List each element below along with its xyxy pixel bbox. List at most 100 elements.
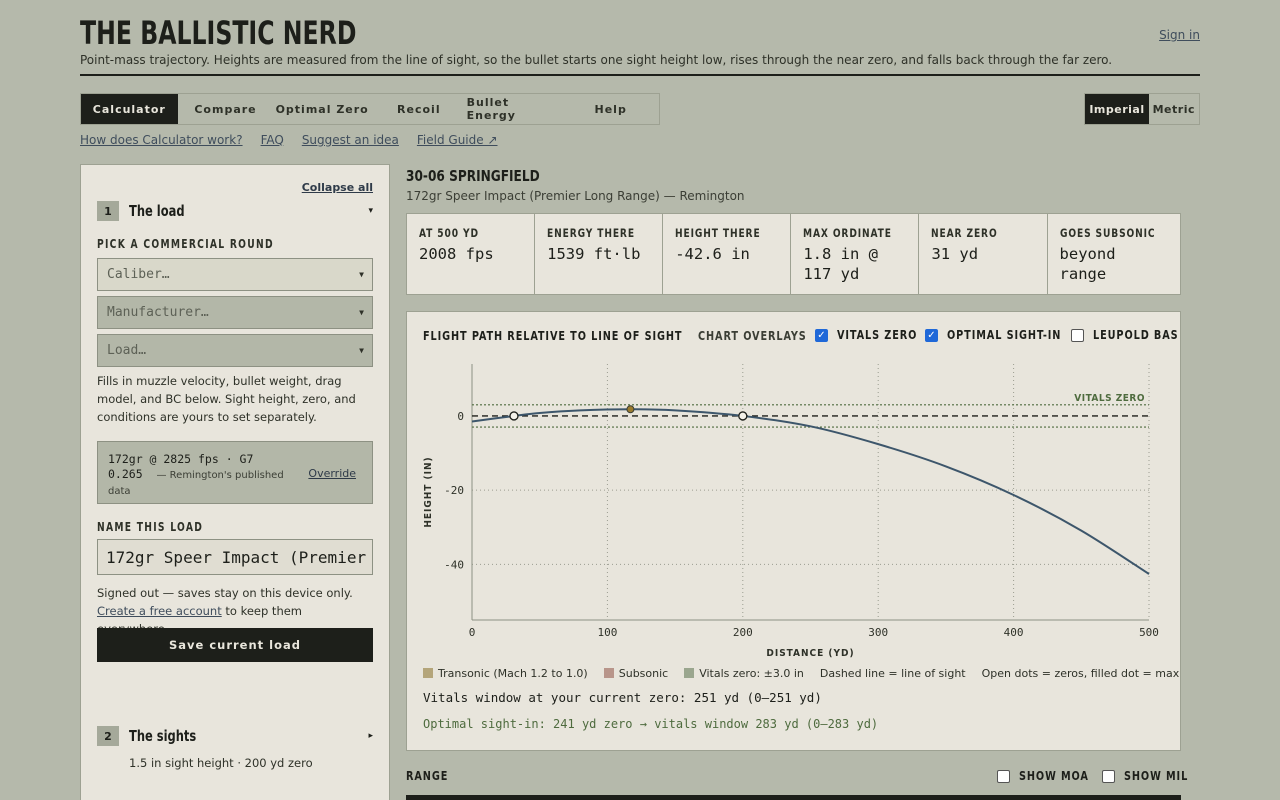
checkbox-icon[interactable] xyxy=(1071,328,1084,342)
tab-calculator[interactable]: Calculator xyxy=(81,94,178,124)
name-load-label: NAME THIS LOAD xyxy=(97,520,204,534)
load-source: — Remington's published data xyxy=(108,470,284,497)
swatch-icon xyxy=(684,668,695,678)
suggest-idea-link[interactable]: Suggest an idea xyxy=(301,133,399,147)
main-tabs: Calculator Compare Optimal Zero Recoil B… xyxy=(80,93,660,125)
checkbox-checked-icon[interactable]: ✓ xyxy=(815,328,828,342)
override-link[interactable]: Override xyxy=(308,467,356,480)
legend-transonic-text: Transonic (Mach 1.2 to 1.0) xyxy=(438,667,588,680)
stat-max-ordinate: MAX ORDINATE 1.8 in @ 117 yd xyxy=(791,214,920,294)
range-table-header xyxy=(406,795,1181,800)
tab-optimal-zero[interactable]: Optimal Zero xyxy=(275,102,369,116)
faq-link[interactable]: FAQ xyxy=(260,133,284,147)
loaded-spec-box: 172gr @ 2825 fps · G7 0.265 — Remington'… xyxy=(97,441,373,504)
load-select[interactable]: Load… ▼ xyxy=(97,334,373,367)
y-tick-label: 0 xyxy=(457,410,464,423)
cartridge-title: 30-06 SPRINGFIELD xyxy=(406,167,540,185)
section-sights-header[interactable]: 2 The sights ▸ xyxy=(97,726,373,746)
how-calculator-works-link[interactable]: How does Calculator work? xyxy=(80,133,243,147)
tab-help[interactable]: Help xyxy=(594,102,627,116)
unit-imperial[interactable]: Imperial xyxy=(1085,94,1149,124)
x-tick-label: 500 xyxy=(1139,626,1159,639)
overlay-leupold-label: LEUPOLD BAS xyxy=(1093,328,1179,342)
flight-path-card: VITALS ZERO 0 100 200 300 400 500 0 -20 -40 DISTAN… xyxy=(406,311,1181,751)
unit-toggle: Imperial Metric xyxy=(1084,93,1200,125)
stat-value: 2008 fps xyxy=(419,245,494,263)
load-panel: Collapse all 1 The load ▾ PICK A COMMERC… xyxy=(80,164,390,800)
show-mil-label: SHOW MIL xyxy=(1124,769,1189,783)
section-number: 1 xyxy=(97,201,119,221)
swatch-icon xyxy=(603,668,614,678)
legend-subsonic: Subsonic xyxy=(603,667,668,680)
chevron-down-icon: ▼ xyxy=(359,270,364,279)
create-account-link[interactable]: Create a free account xyxy=(97,604,222,618)
show-moa-label: SHOW MOA xyxy=(1019,769,1089,783)
chart-title: FLIGHT PATH RELATIVE TO LINE OF SIGHT xyxy=(423,329,683,343)
stat-value: beyond range xyxy=(1059,245,1116,283)
range-label: RANGE xyxy=(406,769,449,783)
vitals-band-label: VITALS ZERO xyxy=(1074,393,1145,404)
tab-bullet-energy[interactable]: Bullet Energy xyxy=(466,96,516,122)
x-tick-label: 300 xyxy=(868,626,888,639)
save-load-button[interactable]: Save current load xyxy=(97,628,373,662)
legend-dashed: Dashed line = line of sight xyxy=(819,667,966,680)
trajectory-chart: VITALS ZERO 0 100 200 300 400 500 0 -20 -40 DISTAN… xyxy=(423,364,1159,659)
section-title: The load xyxy=(129,202,185,220)
checkbox-icon[interactable] xyxy=(1102,769,1115,783)
swatch-icon xyxy=(423,668,433,678)
caliber-select[interactable]: Caliber… ▼ xyxy=(97,258,373,291)
signed-out-note: Signed out — saves stay on this device o… xyxy=(97,586,353,600)
stats-row: AT 500 YD 2008 fps ENERGY THERE 1539 ft·… xyxy=(406,213,1181,295)
overlay-vitals-toggle[interactable]: ✓ VITALS ZERO xyxy=(815,328,926,342)
optimal-sightin-text: Optimal sight-in: 241 yd zero → vitals w… xyxy=(423,717,879,731)
header-rule xyxy=(80,74,1200,76)
caliber-select-value: Caliber… xyxy=(107,267,170,282)
x-tick-label: 400 xyxy=(1004,626,1024,639)
checkbox-icon[interactable] xyxy=(997,769,1010,783)
stat-value: 1539 ft·lb xyxy=(547,245,641,263)
y-axis-label: HEIGHT (IN) xyxy=(423,456,434,527)
sign-in-link[interactable]: Sign in xyxy=(1159,28,1200,42)
tab-recoil[interactable]: Recoil xyxy=(397,102,441,116)
checkbox-checked-icon[interactable]: ✓ xyxy=(925,328,938,342)
overlay-optimal-toggle[interactable]: ✓ OPTIMAL SIGHT-IN xyxy=(925,328,1074,342)
site-title: THE BALLISTIC NERD xyxy=(80,14,357,52)
show-mil-toggle[interactable]: SHOW MIL xyxy=(1102,769,1195,783)
zero-point xyxy=(738,411,748,421)
load-spec-text: 172gr @ 2825 fps · G7 0.265 xyxy=(108,452,254,481)
legend-dots: Open dots = zeros, filled dot = max ordi… xyxy=(981,667,1180,680)
stat-energy: ENERGY THERE 1539 ft·lb xyxy=(535,214,664,294)
stat-label: GOES SUBSONIC xyxy=(1059,226,1156,240)
stat-label: MAX ORDINATE xyxy=(803,226,893,240)
site-subtitle: Point-mass trajectory. Heights are measu… xyxy=(80,53,1113,67)
stat-near-zero: NEAR ZERO 31 yd xyxy=(919,214,1048,294)
stat-label: ENERGY THERE xyxy=(547,226,636,240)
chart-legend: Transonic (Mach 1.2 to 1.0) Subsonic Vit… xyxy=(423,667,1180,680)
x-tick-label: 200 xyxy=(733,626,753,639)
stat-velocity: AT 500 YD 2008 fps xyxy=(407,214,536,294)
stat-height: HEIGHT THERE -42.6 in xyxy=(663,214,792,294)
overlay-vitals-label: VITALS ZERO xyxy=(837,328,918,342)
collapse-all-link[interactable]: Collapse all xyxy=(301,181,373,194)
show-moa-toggle[interactable]: SHOW MOA xyxy=(997,769,1097,783)
manufacturer-select[interactable]: Manufacturer… ▼ xyxy=(97,296,373,329)
field-guide-link[interactable]: Field Guide ↗ xyxy=(416,133,498,147)
section-load-header[interactable]: 1 The load ▾ xyxy=(97,201,373,221)
zero-point xyxy=(509,411,519,421)
load-spec: 172gr @ 2825 fps · G7 0.265 — Remington'… xyxy=(108,452,298,499)
y-tick-label: -20 xyxy=(444,484,464,497)
stat-value: 1.8 in @ 117 yd xyxy=(803,245,878,283)
load-select-value: Load… xyxy=(107,343,147,358)
chevron-down-icon: ▼ xyxy=(359,308,364,317)
caret-down-icon: ▾ xyxy=(368,206,373,216)
pick-round-label: PICK A COMMERCIAL ROUND xyxy=(97,237,274,251)
stat-value: -42.6 in xyxy=(675,245,750,263)
load-name-input[interactable]: 172gr Speer Impact (Premier Long Range) xyxy=(97,539,373,575)
overlay-leupold-toggle[interactable]: LEUPOLD BAS xyxy=(1071,328,1180,342)
vitals-window-text: Vitals window at your current zero: 251 … xyxy=(423,690,822,705)
unit-metric[interactable]: Metric xyxy=(1152,102,1195,116)
tab-compare[interactable]: Compare xyxy=(194,102,257,116)
chart-overlays-label: CHART OVERLAYS xyxy=(698,329,807,343)
stat-label: HEIGHT THERE xyxy=(675,226,761,240)
stat-subsonic: GOES SUBSONIC beyond range xyxy=(1048,214,1180,294)
